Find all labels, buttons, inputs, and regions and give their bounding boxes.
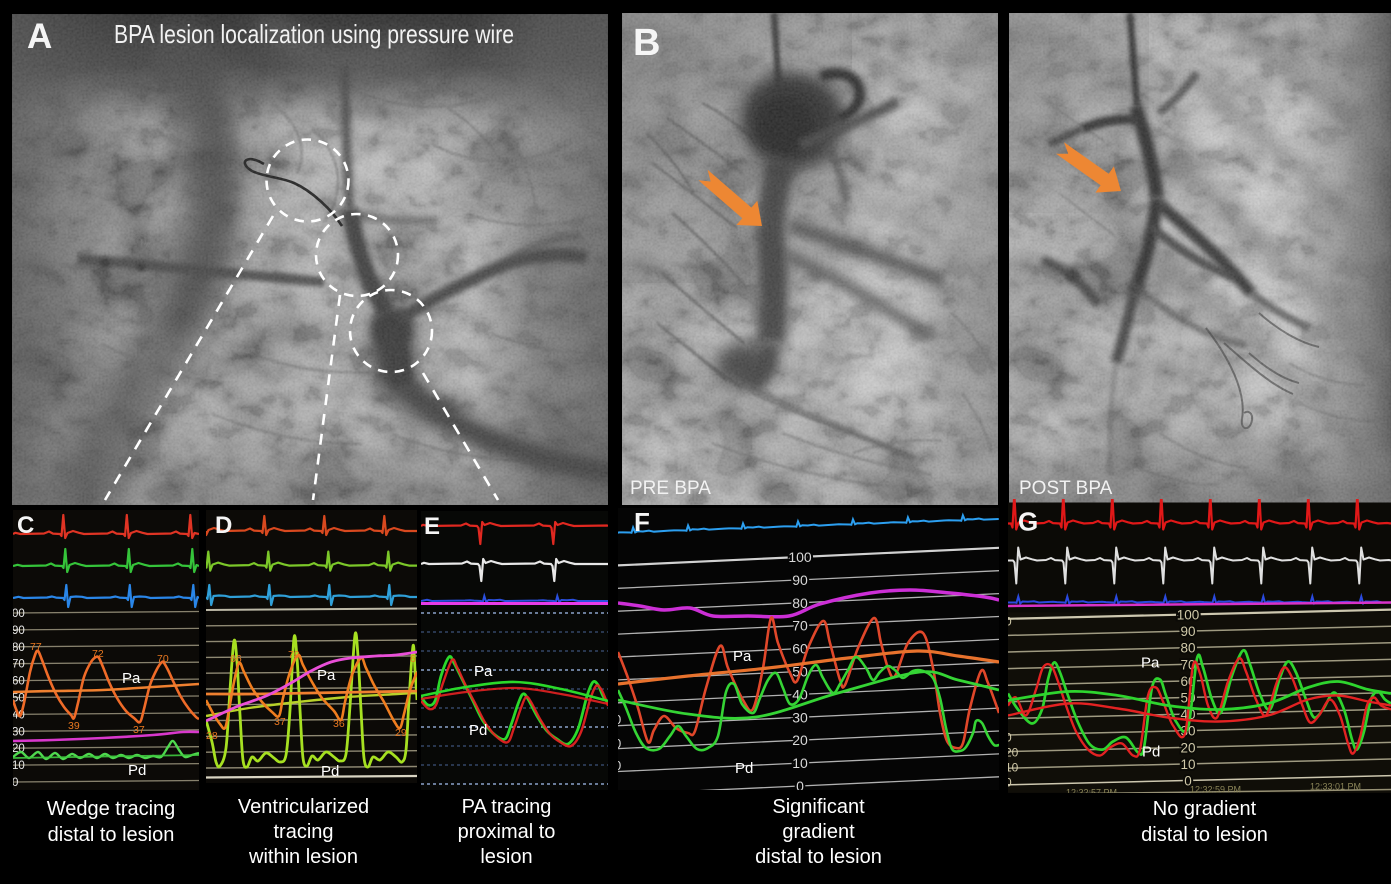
svg-text:F: F — [634, 508, 650, 537]
svg-text:Pd: Pd — [735, 760, 753, 777]
svg-text:Pa: Pa — [317, 667, 336, 684]
svg-text:00: 00 — [13, 608, 25, 620]
svg-text:29: 29 — [395, 727, 407, 739]
svg-text:70: 70 — [157, 653, 169, 665]
svg-text:0: 0 — [1184, 774, 1192, 789]
svg-text:60: 60 — [13, 676, 25, 688]
svg-text:77: 77 — [30, 641, 42, 653]
svg-text:37: 37 — [274, 716, 286, 728]
svg-text:6: 6 — [410, 653, 416, 665]
svg-text:100: 100 — [788, 549, 812, 565]
svg-text:10: 10 — [1008, 761, 1019, 775]
svg-text:100: 100 — [1177, 608, 1200, 623]
svg-text:0: 0 — [796, 778, 804, 790]
svg-text:Pd: Pd — [469, 722, 487, 739]
svg-text:39: 39 — [68, 720, 80, 732]
svg-text:C: C — [17, 512, 34, 539]
svg-text:66: 66 — [230, 653, 242, 665]
svg-text:0: 0 — [618, 758, 621, 773]
svg-text:Pa: Pa — [1141, 655, 1160, 672]
svg-text:70: 70 — [288, 649, 300, 661]
svg-text:30: 30 — [792, 709, 808, 725]
svg-text:Pd: Pd — [128, 762, 146, 779]
svg-text:B: B — [633, 22, 660, 64]
svg-text:POST BPA: POST BPA — [1019, 478, 1113, 499]
svg-text:90: 90 — [1180, 624, 1195, 639]
svg-text:20: 20 — [1180, 740, 1195, 755]
svg-text:Pd: Pd — [321, 763, 339, 780]
svg-text:72: 72 — [92, 648, 104, 660]
svg-text:10: 10 — [792, 755, 808, 771]
svg-text:90: 90 — [792, 572, 808, 588]
svg-text:20: 20 — [1008, 746, 1019, 760]
svg-text:80: 80 — [792, 595, 808, 611]
svg-text:20: 20 — [13, 743, 25, 755]
svg-text:12:33:01 PM: 12:33:01 PM — [1310, 782, 1361, 792]
svg-text:Pa: Pa — [122, 670, 141, 687]
svg-text:90: 90 — [13, 625, 25, 637]
svg-text:80: 80 — [1180, 641, 1195, 656]
svg-text:12:32:57 PM: 12:32:57 PM — [1066, 788, 1117, 794]
svg-text:10: 10 — [1180, 757, 1195, 772]
svg-text:E: E — [424, 513, 440, 540]
svg-text:G: G — [1018, 507, 1038, 537]
svg-text:BPA lesion localization using: BPA lesion localization using pressure w… — [114, 19, 514, 49]
svg-text:Pd: Pd — [1142, 744, 1160, 761]
svg-text:10: 10 — [13, 760, 25, 772]
svg-text:PRE BPA: PRE BPA — [630, 478, 711, 499]
svg-text:Pa: Pa — [474, 663, 493, 680]
svg-text:0: 0 — [13, 777, 18, 789]
svg-text:D: D — [215, 512, 232, 539]
svg-text:0: 0 — [618, 712, 621, 727]
svg-text:0: 0 — [1008, 776, 1012, 790]
svg-text:12:32:59 PM: 12:32:59 PM — [1190, 785, 1241, 794]
svg-text:0: 0 — [1008, 731, 1012, 745]
svg-text:Pa: Pa — [733, 648, 752, 665]
svg-text:70: 70 — [792, 618, 808, 634]
svg-text:80: 80 — [13, 642, 25, 654]
svg-text:0: 0 — [1008, 615, 1012, 629]
svg-text:0: 0 — [618, 736, 621, 751]
svg-text:20: 20 — [792, 732, 808, 748]
svg-text:A: A — [27, 17, 52, 56]
svg-text:37: 37 — [133, 724, 145, 736]
svg-text:28: 28 — [206, 730, 218, 742]
svg-text:30: 30 — [13, 726, 25, 738]
svg-text:36: 36 — [333, 718, 345, 730]
svg-text:50: 50 — [13, 693, 25, 705]
svg-text:70: 70 — [13, 659, 25, 671]
